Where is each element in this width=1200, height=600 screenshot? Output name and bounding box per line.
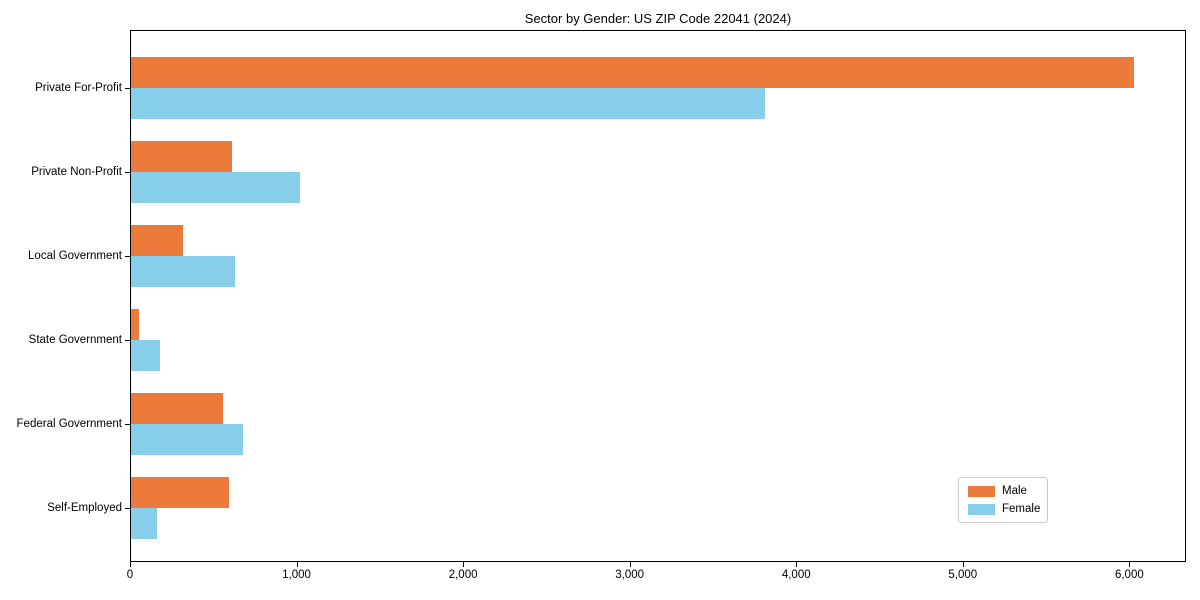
y-tick-mark (125, 172, 130, 173)
bar-male-private-for-profit (131, 57, 1135, 88)
bar-female-local-government (131, 256, 235, 287)
x-tick-label: 1,000 (282, 569, 311, 581)
bar-male-local-government (131, 225, 184, 256)
legend-swatch-male (968, 485, 995, 497)
x-tick-label: 0 (126, 569, 134, 581)
bar-male-state-government (131, 309, 140, 340)
x-tick-label: 3,000 (615, 569, 645, 581)
bar-male-federal-government (131, 393, 224, 424)
x-tick-label: 2,000 (448, 569, 478, 581)
x-tick-mark (796, 562, 798, 567)
y-tick-mark (125, 88, 130, 89)
x-tick-label: 6,000 (1114, 569, 1144, 581)
y-axis-label-private-for-profit: Private For-Profit (35, 81, 122, 94)
y-axis-label-federal-government: Federal Government (16, 417, 122, 430)
legend-label-male: Male (1002, 485, 1027, 497)
x-tick-mark (962, 562, 964, 567)
legend: Male Female (958, 477, 1048, 523)
y-tick-mark (125, 256, 130, 257)
legend-swatch-female (968, 503, 995, 515)
y-tick-mark (125, 340, 130, 341)
y-axis-label-local-government: Local Government (28, 249, 122, 262)
x-tick-label: 4,000 (781, 569, 811, 581)
bar-female-state-government (131, 340, 160, 371)
bar-female-self-employed (131, 508, 157, 539)
legend-item-male: Male (968, 485, 1038, 497)
x-tick-label: 5,000 (948, 569, 978, 581)
bar-female-federal-government (131, 424, 244, 455)
y-tick-mark (125, 424, 130, 425)
y-tick-mark (125, 508, 130, 509)
y-axis-label-state-government: State Government (28, 333, 122, 346)
x-tick-mark (296, 562, 298, 567)
x-tick-mark (629, 562, 631, 567)
bar-male-private-non-profit (131, 141, 232, 172)
legend-label-female: Female (1002, 503, 1041, 515)
x-tick-mark (463, 562, 465, 567)
legend-item-female: Female (968, 503, 1041, 515)
bar-male-self-employed (131, 477, 230, 508)
x-tick-mark (130, 562, 131, 567)
y-axis-label-private-non-profit: Private Non-Profit (31, 165, 122, 178)
bar-female-private-for-profit (131, 88, 765, 119)
y-axis-label-self-employed: Self-Employed (47, 501, 122, 514)
bar-female-private-non-profit (131, 172, 300, 203)
x-tick-mark (1129, 562, 1131, 567)
chart-title: Sector by Gender: US ZIP Code 22041 (202… (524, 11, 792, 26)
